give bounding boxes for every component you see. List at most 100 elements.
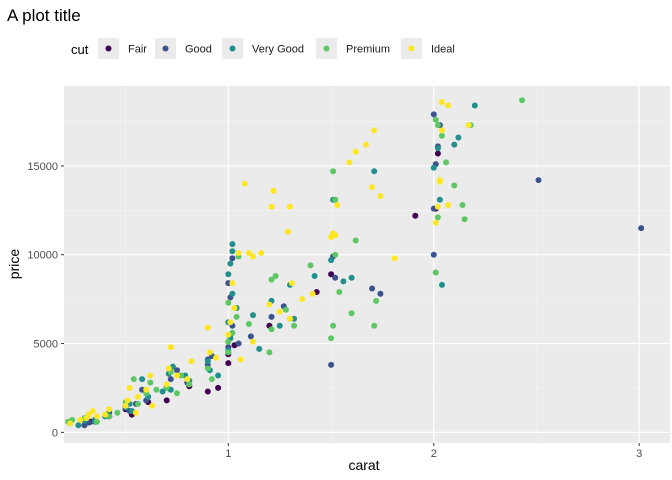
point-very-good [227,260,234,267]
point-premium [130,376,137,383]
point-ideal [165,365,172,372]
point-ideal [147,372,154,379]
point-premium [443,159,450,166]
point-very-good [256,345,263,352]
point-ideal [225,331,232,338]
point-ideal [352,148,359,155]
point-premium [328,335,335,342]
point-ideal [445,102,452,109]
point-ideal [299,296,306,303]
point-ideal [439,99,445,105]
point-premium [268,326,275,333]
point-ideal [289,280,295,287]
point-premium [174,390,180,397]
point-fair [328,271,335,278]
point-fair [163,397,170,404]
y-tick-label: 5000 [34,339,58,351]
point-ideal [163,381,170,388]
point-very-good [291,315,298,322]
legend-swatch-fair [105,45,112,52]
point-ideal [245,250,252,256]
x-axis-title: carat [348,457,379,473]
point-good [332,274,339,281]
point-premium [432,269,439,276]
point-very-good [225,271,232,278]
point-ideal [206,349,213,356]
point-good [328,361,335,368]
point-premium [266,349,273,356]
point-good [174,367,180,374]
point-good [247,333,254,340]
point-ideal [439,127,445,134]
point-very-good [455,134,462,141]
x-axis: 1 2 3 [225,443,642,460]
point-premium [307,262,314,269]
point-ideal [85,411,92,418]
point-ideal [89,408,96,414]
legend-swatch-ideal [408,45,415,52]
point-premium [332,251,339,258]
point-ideal [77,416,84,423]
point-ideal [250,338,256,345]
point-premium [434,122,441,129]
legend-label-ideal: Ideal [431,44,455,56]
legend-swatch-premium [323,45,330,52]
point-very-good [229,290,236,297]
legend-label-fair: Fair [128,44,147,56]
point-fair [215,384,222,391]
point-ideal [371,127,378,134]
point-good [535,177,542,184]
point-premium [186,381,193,388]
point-good [369,285,376,292]
point-premium [245,321,252,327]
point-premium [459,202,466,208]
point-good [377,290,384,297]
point-very-good [276,322,283,329]
point-good [430,251,437,258]
x-tick-label: 1 [225,448,231,460]
point-very-good [436,196,443,203]
point-premium [233,313,240,320]
point-premium [178,372,185,379]
point-ideal [266,301,273,308]
point-very-good [371,168,378,175]
point-ideal [229,280,236,287]
point-ideal [188,358,195,365]
point-premium [153,386,160,393]
point-very-good [229,241,236,248]
y-tick-label: 15000 [27,161,58,173]
x-tick-label: 3 [636,448,642,460]
point-ideal [231,305,238,311]
point-ideal [445,202,452,208]
point-fair [225,360,232,367]
point-fair [204,388,211,395]
point-very-good [250,312,256,319]
point-ideal [432,219,439,226]
point-ideal [241,180,248,187]
point-ideal [332,232,339,239]
y-axis: 0 5000 10000 15000 [27,161,64,439]
point-ideal [135,393,141,400]
point-premium [461,216,468,223]
point-good [638,225,645,232]
point-very-good [139,376,146,383]
point-good [235,340,242,347]
point-ideal [434,203,441,210]
point-very-good [451,141,458,148]
point-premium [451,182,458,189]
point-good [430,111,437,118]
point-very-good [75,422,82,429]
legend-label-good: Good [185,44,212,56]
point-very-good [434,145,441,152]
point-ideal [122,402,129,409]
point-ideal [287,203,293,210]
point-premium [291,322,298,329]
y-tick-label: 10000 [27,250,58,262]
point-ideal [93,413,100,420]
point-premium [434,214,441,221]
point-premium [330,322,337,329]
point-good [229,255,236,262]
major-gridlines [64,86,670,443]
legend-swatch-very-good [229,45,236,52]
